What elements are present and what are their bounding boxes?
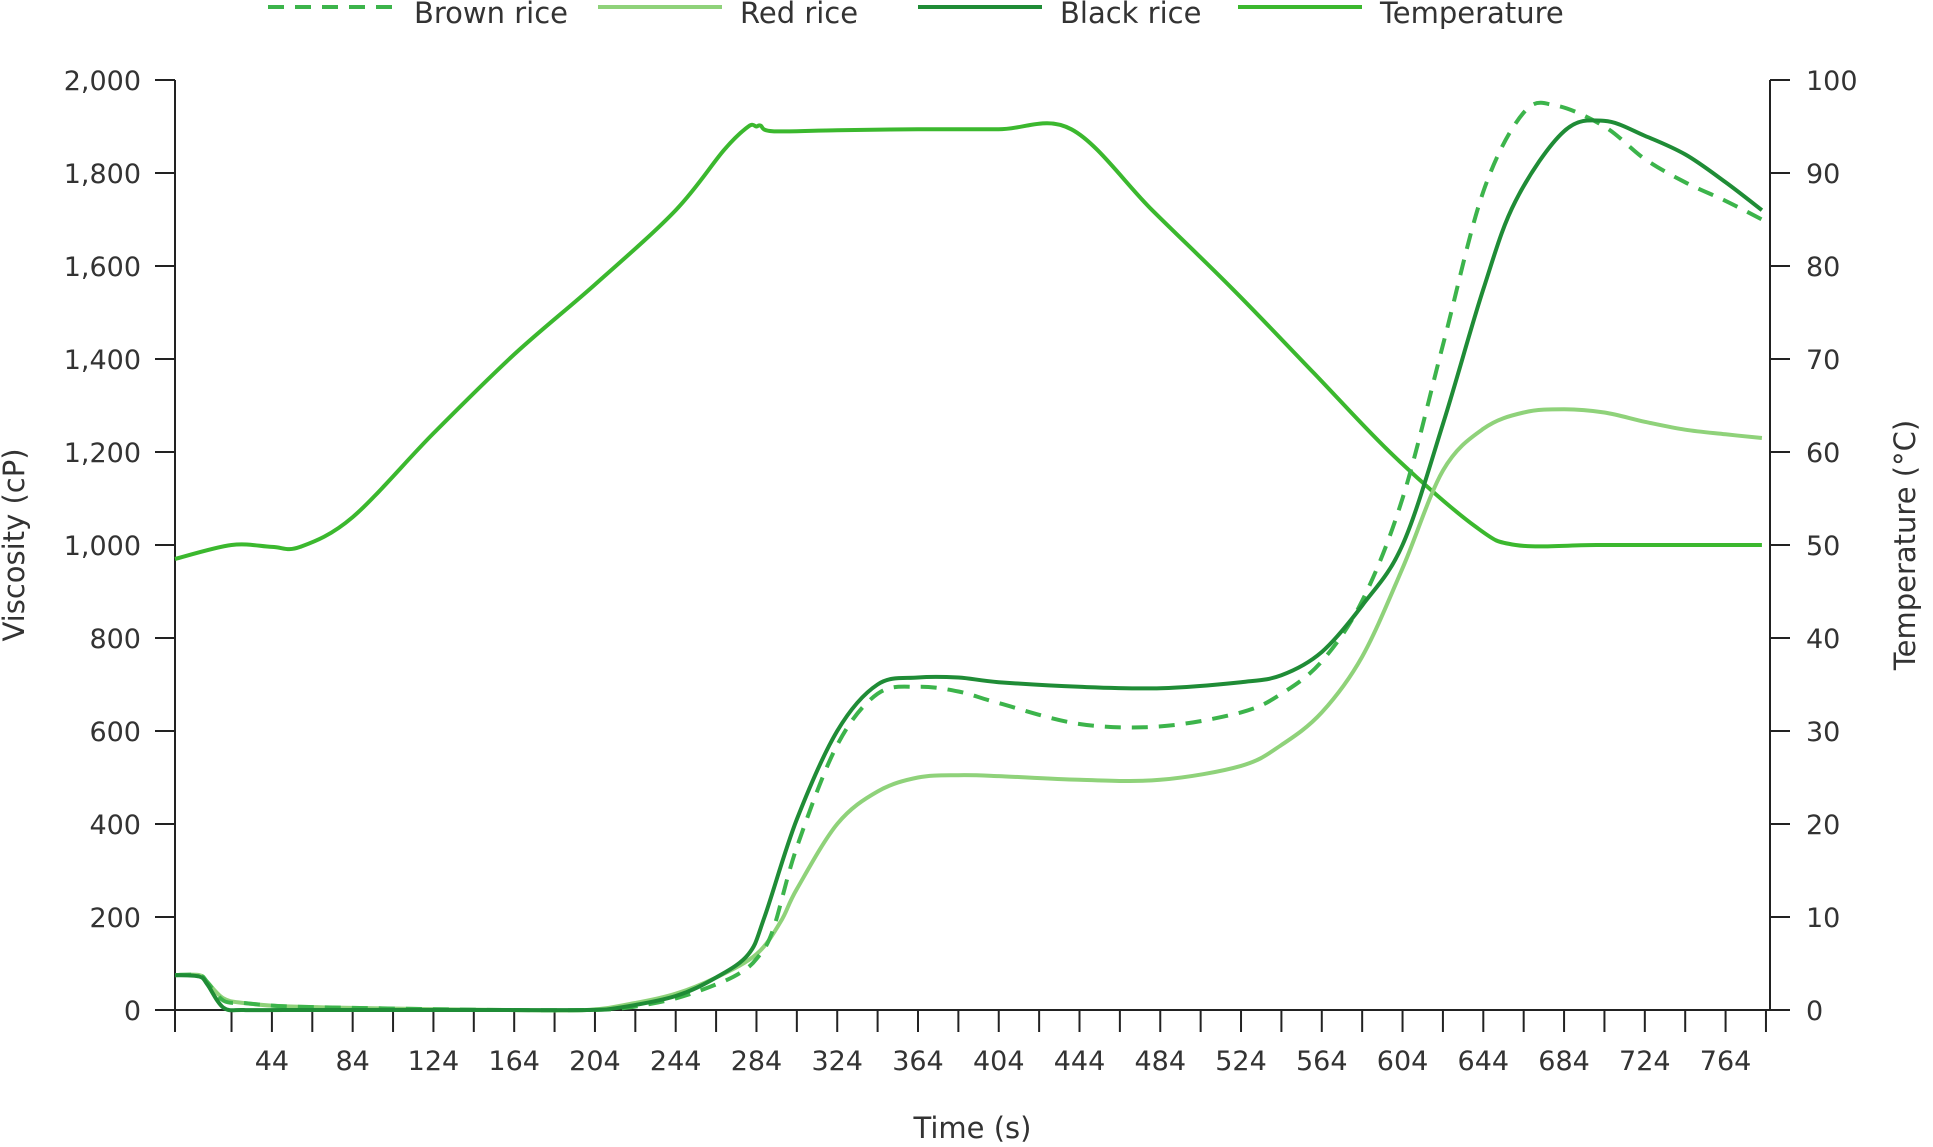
x-tick-label: 604 — [1377, 1046, 1429, 1077]
series-line-black-rice — [174, 118, 1764, 1013]
y-tick-label: 200 — [89, 903, 141, 934]
x-tick-label: 564 — [1296, 1046, 1348, 1077]
y2-tick-label: 90 — [1806, 159, 1840, 190]
series-line-red-rice — [174, 407, 1763, 1013]
series-line-temperature — [174, 121, 1762, 561]
y-tick-label: 600 — [89, 717, 141, 748]
axes: 44 84 124 164 204 244 284 324 364 404 444 484 524 564… — [0, 66, 1922, 1145]
x-tick-label: 684 — [1538, 1046, 1590, 1077]
legend-label-brown-rice: Brown rice — [414, 0, 568, 30]
x-axis-title: Time (s) — [913, 1111, 1032, 1143]
x-tick-label: 124 — [408, 1046, 460, 1077]
x-tick-label: 364 — [892, 1046, 944, 1077]
x-tick-label: 84 — [335, 1046, 369, 1077]
series-layer — [174, 100, 1764, 1013]
x-tick-label: 164 — [488, 1046, 540, 1077]
y2-tick-label: 30 — [1806, 717, 1840, 748]
y-tick-label: 1,000 — [64, 531, 141, 562]
y-axis-right-title: Temperature (°C) — [1888, 420, 1922, 671]
series-line-brown-rice — [174, 100, 1763, 1013]
x-tick-label: 404 — [973, 1046, 1025, 1077]
y-axis-right-ticks: 0 10 20 30 40 50 60 70 80 90 100 — [1770, 66, 1858, 1027]
y-tick-label: 1,200 — [64, 438, 141, 469]
y-tick-label: 1,600 — [64, 252, 141, 283]
y-axis-left-title: Viscosity (cP) — [0, 448, 31, 641]
y-tick-label: 800 — [89, 624, 141, 655]
x-tick-label: 484 — [1134, 1046, 1186, 1077]
x-tick-label: 44 — [255, 1046, 289, 1077]
y2-tick-label: 70 — [1806, 345, 1840, 376]
y-tick-label: 0 — [124, 996, 141, 1027]
x-tick-label: 764 — [1700, 1046, 1752, 1077]
legend-label-black-rice: Black rice — [1060, 0, 1201, 30]
y-tick-label: 1,800 — [64, 159, 141, 190]
x-tick-label: 724 — [1619, 1046, 1671, 1077]
x-tick-label: 644 — [1458, 1046, 1510, 1077]
y2-tick-label: 100 — [1806, 66, 1858, 97]
y2-tick-label: 10 — [1806, 903, 1840, 934]
x-tick-label: 324 — [811, 1046, 863, 1077]
y2-tick-label: 20 — [1806, 810, 1840, 841]
x-tick-label: 284 — [731, 1046, 783, 1077]
x-tick-label: 444 — [1054, 1046, 1106, 1077]
y2-tick-label: 80 — [1806, 252, 1840, 283]
legend-label-red-rice: Red rice — [740, 0, 858, 30]
y-axis-left-ticks: 0 200 400 600 800 1,000 1,200 1,400 1,600 1,800 2,… — [64, 66, 175, 1027]
legend: Brown rice Red rice Black rice Temperature — [268, 0, 1564, 30]
y2-tick-label: 50 — [1806, 531, 1840, 562]
y2-tick-label: 40 — [1806, 624, 1840, 655]
x-axis-ticks: 44 84 124 164 204 244 284 324 364 404 444 484 524 564… — [174, 1010, 1767, 1077]
x-tick-label: 244 — [650, 1046, 702, 1077]
legend-label-temperature: Temperature — [1379, 0, 1564, 30]
y-tick-label: 2,000 — [64, 66, 141, 97]
x-tick-label: 204 — [569, 1046, 621, 1077]
y2-tick-label: 60 — [1806, 438, 1840, 469]
y-tick-label: 400 — [89, 810, 141, 841]
y2-tick-label: 0 — [1806, 996, 1823, 1027]
x-tick-label: 524 — [1215, 1046, 1267, 1077]
y-tick-label: 1,400 — [64, 345, 141, 376]
